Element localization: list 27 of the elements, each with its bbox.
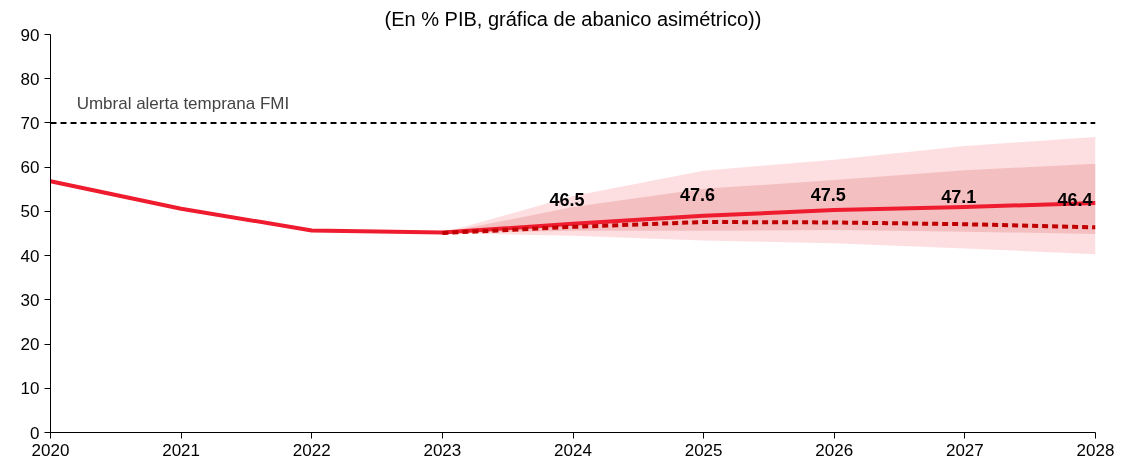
x-tick-label: 2020 bbox=[31, 440, 70, 460]
data-label: 47.1 bbox=[941, 187, 977, 208]
line-series bbox=[440, 220, 1096, 236]
x-tick-label: 2027 bbox=[945, 440, 984, 460]
y-tick-label: 50 bbox=[20, 202, 40, 222]
ref-line-label: Umbral alerta temprana FMI bbox=[76, 93, 290, 113]
x-tick-label: 2023 bbox=[423, 440, 462, 460]
y-tick-label: 0 bbox=[30, 423, 40, 443]
x-tick-label: 2028 bbox=[1076, 440, 1115, 460]
x-tick-label: 2022 bbox=[292, 440, 331, 460]
line-series bbox=[50, 179, 1096, 235]
y-tick-label: 40 bbox=[20, 246, 40, 266]
data-label: 47.5 bbox=[810, 185, 846, 206]
x-tick-label: 2021 bbox=[162, 440, 201, 460]
y-tick-label: 80 bbox=[20, 69, 40, 89]
y-tick-label: 60 bbox=[20, 158, 40, 178]
data-label: 46.5 bbox=[549, 189, 585, 210]
y-tick-label: 70 bbox=[20, 113, 40, 133]
y-tick-label: 10 bbox=[20, 379, 40, 399]
x-tick-label: 2026 bbox=[815, 440, 854, 460]
x-tick-label: 2025 bbox=[684, 440, 723, 460]
chart-title: (En % PIB, gráfica de abanico asimétrico)) bbox=[384, 7, 762, 30]
y-tick-label: 90 bbox=[20, 25, 40, 45]
y-tick-label: 30 bbox=[20, 290, 40, 310]
data-label: 47.6 bbox=[680, 185, 716, 205]
y-tick-label: 20 bbox=[20, 335, 40, 355]
x-tick-label: 2024 bbox=[554, 440, 592, 460]
